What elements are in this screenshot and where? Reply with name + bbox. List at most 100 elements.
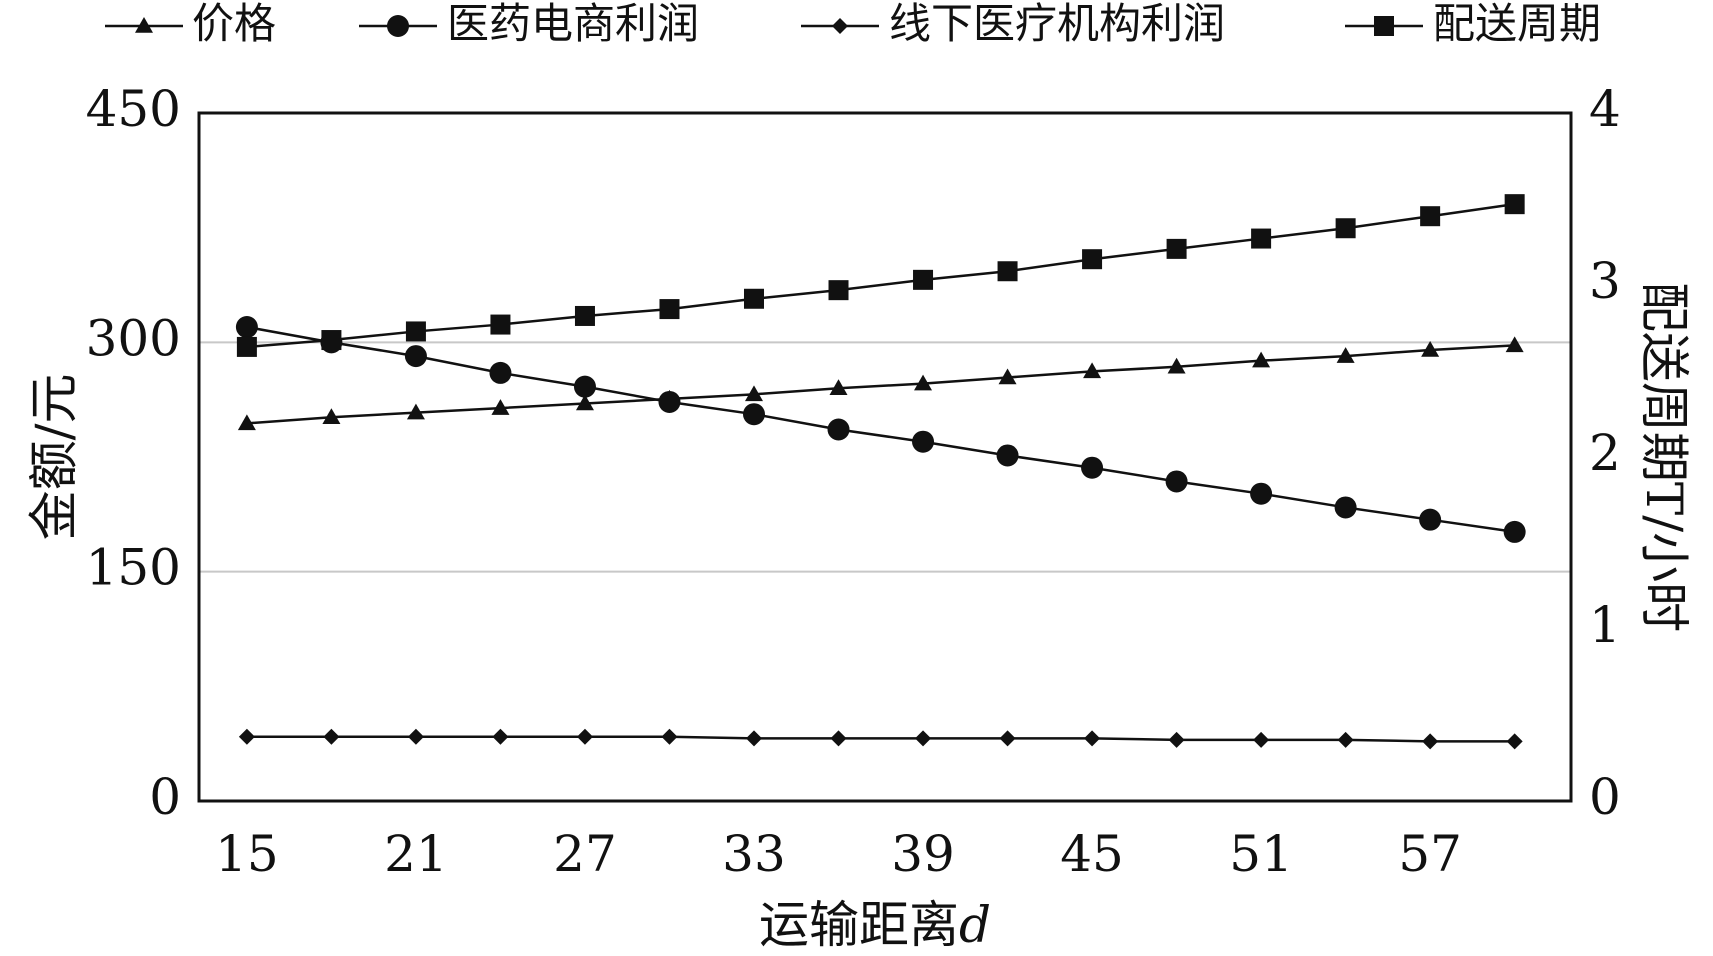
- data-point: [997, 261, 1018, 282]
- legend: 价格 医药电商利润 线下医疗机构利润 配送周期: [105, 0, 1601, 48]
- data-point: [744, 385, 763, 402]
- data-point: [743, 288, 764, 309]
- legend-item: 医药电商利润: [359, 0, 699, 48]
- legend-marker: [135, 17, 153, 33]
- data-point: [1082, 249, 1103, 270]
- data-point: [235, 316, 258, 339]
- data-point: [745, 730, 762, 747]
- data-point: [489, 361, 512, 384]
- y2-axis-title: 配送周期T/小时: [1635, 282, 1693, 632]
- y-tick-label: 150: [86, 539, 181, 597]
- legend-label: 医药电商利润: [447, 0, 699, 48]
- series-layer: [235, 194, 1526, 750]
- data-point: [1166, 238, 1187, 259]
- data-point: [661, 728, 678, 745]
- data-point: [575, 394, 594, 411]
- x-tick-label: 15: [215, 825, 279, 883]
- data-point: [912, 430, 935, 453]
- data-point: [996, 444, 1019, 467]
- data-point: [574, 305, 595, 326]
- data-point: [1083, 362, 1102, 379]
- data-point: [828, 280, 849, 301]
- data-point: [1335, 218, 1356, 239]
- data-point: [1420, 206, 1441, 227]
- data-point: [237, 414, 256, 431]
- data-point: [491, 399, 510, 415]
- y-tick-label: 300: [86, 309, 181, 367]
- y2-tick-label: 2: [1589, 424, 1621, 482]
- x-axis-title: 运输距离d: [759, 896, 991, 954]
- legend-marker: [832, 18, 848, 34]
- x-axis-title-text: 运输距离: [759, 896, 959, 954]
- data-point: [998, 368, 1017, 385]
- x-tick-label: 57: [1398, 825, 1462, 883]
- x-axis-title-variable: d: [959, 896, 991, 954]
- data-point: [573, 375, 596, 398]
- data-point: [1419, 508, 1442, 531]
- data-point: [1503, 520, 1526, 543]
- x-tick-label: 51: [1229, 825, 1293, 883]
- legend-label: 配送周期: [1433, 0, 1601, 48]
- data-point: [827, 418, 850, 441]
- data-point: [1336, 347, 1355, 363]
- x-tick-label: 39: [891, 825, 955, 883]
- data-point: [322, 408, 341, 424]
- data-point: [1165, 470, 1188, 493]
- data-point: [1506, 733, 1523, 750]
- data-point: [236, 336, 257, 357]
- series-3: [238, 728, 1523, 750]
- data-point: [742, 403, 765, 426]
- data-point: [1504, 194, 1525, 215]
- legend-marker: [387, 15, 409, 37]
- series-line: [246, 325, 1515, 534]
- legend-marker: [1374, 16, 1394, 36]
- y-tick-label: 0: [149, 768, 181, 826]
- data-point: [999, 730, 1016, 747]
- data-point: [914, 374, 933, 391]
- y2-tick-label: 0: [1589, 768, 1621, 826]
- data-point: [915, 730, 932, 747]
- data-point: [406, 403, 425, 420]
- legend-label: 线下医疗机构利润: [889, 0, 1225, 48]
- x-tick-label: 21: [384, 825, 448, 883]
- data-point: [405, 321, 426, 342]
- data-point: [1250, 482, 1273, 505]
- data-point: [404, 345, 427, 368]
- y2-axis-ticks: 0 1 2 3 4: [1589, 80, 1621, 826]
- data-point: [1081, 456, 1104, 479]
- y2-tick-label: 4: [1589, 80, 1621, 138]
- data-point: [407, 728, 424, 745]
- data-point: [1251, 228, 1272, 249]
- series-2: [235, 316, 1526, 543]
- data-point: [490, 314, 511, 335]
- y2-tick-label: 3: [1589, 252, 1621, 310]
- data-point: [238, 728, 255, 745]
- y-axis-ticks: 0 150 300 450: [86, 80, 181, 826]
- x-axis-ticks: 15 21 27 33 39 45 51 57: [215, 825, 1462, 883]
- series-line: [246, 202, 1515, 349]
- data-point: [321, 330, 342, 351]
- series-4: [236, 194, 1525, 357]
- data-point: [492, 728, 509, 745]
- data-point: [1334, 496, 1357, 519]
- data-point: [576, 728, 593, 745]
- legend-item: 价格: [105, 0, 276, 48]
- data-point: [659, 299, 680, 320]
- data-point: [1084, 730, 1101, 747]
- data-point: [913, 269, 934, 290]
- y-axis-title: 金额/元: [25, 374, 83, 541]
- x-tick-label: 45: [1060, 825, 1124, 883]
- series-line: [246, 735, 1515, 743]
- data-point: [1421, 340, 1440, 357]
- data-point: [1505, 336, 1524, 353]
- data-point: [829, 379, 848, 395]
- legend-label: 价格: [192, 0, 276, 48]
- gridlines: [199, 341, 1571, 573]
- data-point: [658, 390, 681, 413]
- data-point: [1252, 351, 1271, 368]
- y2-tick-label: 1: [1589, 596, 1621, 654]
- legend-item: 线下医疗机构利润: [801, 0, 1225, 48]
- data-point: [323, 728, 340, 745]
- y-tick-label: 450: [86, 80, 181, 138]
